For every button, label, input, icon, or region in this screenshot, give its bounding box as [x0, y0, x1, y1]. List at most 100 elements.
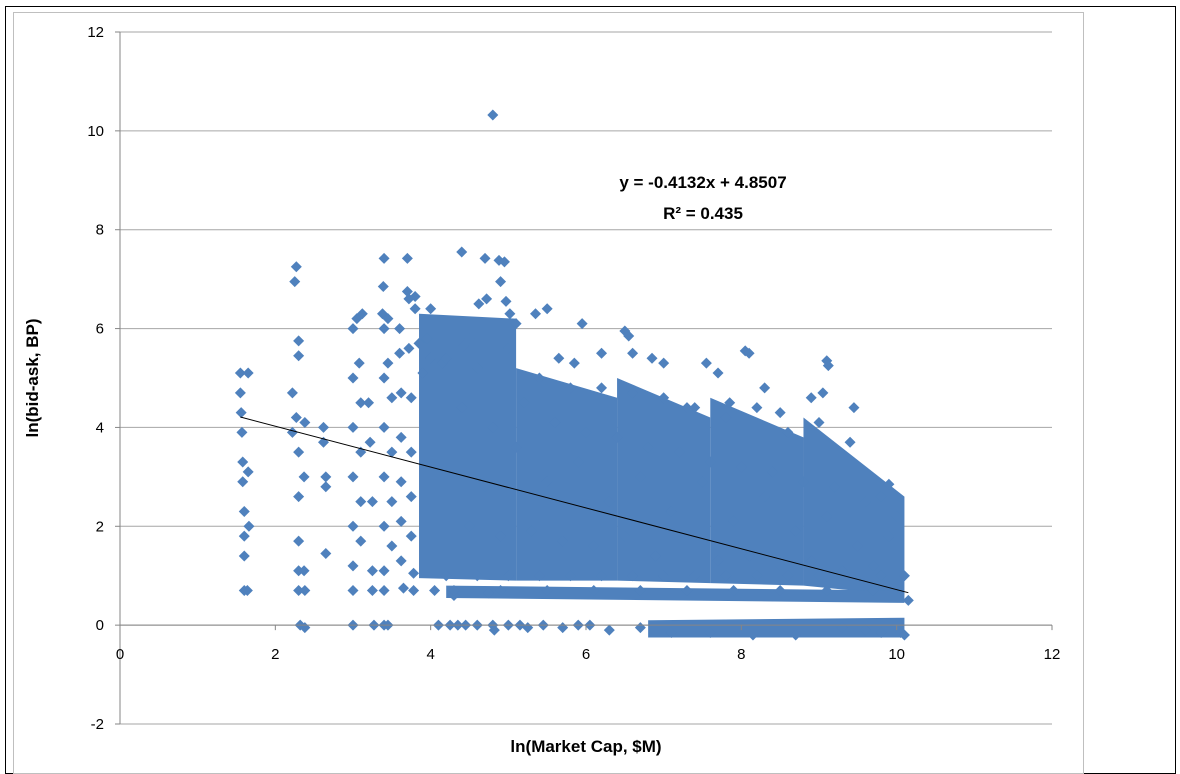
data-point	[378, 252, 390, 264]
data-point	[448, 585, 460, 597]
data-point	[766, 466, 778, 478]
dense-region-3	[710, 397, 804, 586]
data-point	[634, 585, 646, 597]
data-point	[530, 308, 542, 320]
data-point	[867, 560, 879, 572]
data-point	[502, 570, 514, 582]
data-point	[588, 585, 600, 597]
data-point	[867, 585, 879, 597]
data-point	[875, 627, 887, 639]
data-point	[394, 347, 406, 359]
data-point	[564, 382, 576, 394]
data-point	[564, 570, 576, 582]
data-point	[457, 340, 469, 352]
data-point	[510, 318, 522, 330]
y-tick-label: 12	[87, 24, 104, 41]
data-point	[627, 347, 639, 359]
data-point	[299, 416, 311, 428]
dense-region-2	[617, 378, 711, 584]
x-axis-title: ln(Market Cap, $M)	[510, 737, 661, 756]
data-point	[689, 570, 701, 582]
data-point	[413, 337, 425, 349]
y-tick-label: 2	[96, 518, 104, 535]
data-point	[797, 476, 809, 488]
data-point	[293, 350, 305, 362]
data-point	[366, 496, 378, 508]
data-point	[481, 293, 493, 305]
data-point	[720, 570, 732, 582]
data-point	[634, 471, 646, 483]
data-point	[697, 476, 708, 488]
data-point	[382, 313, 394, 325]
data-point	[813, 570, 825, 582]
data-point	[902, 594, 914, 606]
data-point	[603, 624, 615, 636]
data-point	[541, 303, 553, 315]
trendline-equation: y = -0.4132x + 4.8507	[619, 173, 786, 192]
data-point	[409, 303, 421, 315]
data-point	[533, 570, 545, 582]
data-point	[347, 585, 359, 597]
data-point	[829, 481, 841, 493]
data-point	[409, 290, 421, 302]
data-point	[848, 402, 860, 414]
dense-point-regions	[419, 313, 905, 638]
data-point	[813, 416, 825, 428]
data-point	[790, 525, 802, 537]
data-point	[347, 421, 359, 433]
data-point	[790, 629, 802, 641]
data-point	[619, 530, 631, 542]
dense-region-1	[516, 368, 618, 581]
data-point	[243, 520, 255, 532]
data-point	[456, 246, 468, 258]
data-point	[553, 352, 565, 364]
data-point	[510, 441, 522, 453]
data-point	[473, 298, 485, 310]
data-point	[673, 446, 685, 458]
data-point	[403, 342, 415, 354]
dense-region-4	[803, 417, 905, 596]
data-point	[576, 318, 588, 330]
data-point	[440, 570, 452, 582]
data-point	[704, 627, 716, 639]
data-point	[237, 476, 249, 488]
data-point	[355, 535, 367, 547]
data-point	[440, 352, 452, 364]
data-point	[386, 496, 398, 508]
data-point	[347, 323, 359, 335]
data-point	[596, 570, 608, 582]
data-point	[898, 629, 910, 641]
data-point	[782, 570, 794, 582]
data-point	[378, 323, 390, 335]
data-point	[395, 555, 407, 567]
data-point	[689, 402, 701, 414]
data-point	[364, 436, 376, 448]
data-point	[774, 585, 786, 597]
x-tick-label: 12	[1044, 646, 1061, 663]
data-point	[883, 478, 895, 490]
data-point	[405, 530, 417, 542]
data-point	[658, 357, 670, 369]
axes: -2 0 2 4 6 8 10 12 0 2 4 6 8 10 12	[87, 24, 1060, 733]
data-point	[286, 387, 298, 399]
data-point	[603, 496, 615, 508]
data-point	[642, 441, 654, 453]
y-tick-label: -2	[91, 716, 104, 733]
y-tick-label: 4	[96, 419, 104, 436]
data-point	[363, 397, 375, 409]
trendline	[240, 416, 909, 594]
data-point	[320, 481, 332, 493]
data-point	[504, 308, 516, 320]
data-point	[429, 585, 441, 597]
data-point	[293, 335, 305, 347]
data-point	[464, 520, 475, 532]
data-point	[401, 252, 413, 264]
data-point	[397, 582, 409, 594]
data-point	[743, 347, 755, 359]
data-point	[487, 109, 499, 121]
data-point	[293, 491, 305, 503]
data-point	[395, 387, 407, 399]
data-point	[293, 585, 305, 597]
x-tick-label: 4	[426, 646, 434, 663]
